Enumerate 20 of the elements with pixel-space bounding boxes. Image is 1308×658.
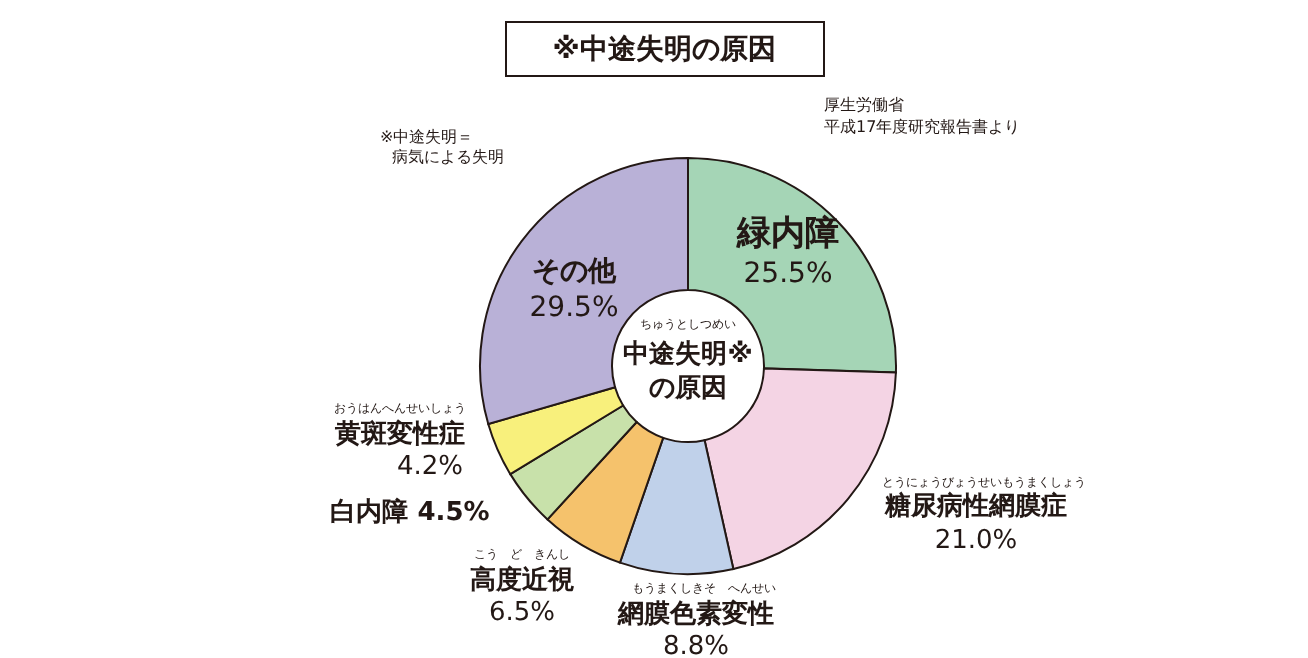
data-label: 29.5% xyxy=(529,292,619,324)
slice-label: 網膜色素変性 xyxy=(616,598,774,630)
text: の原因 xyxy=(649,374,727,404)
text: 中途失明※ xyxy=(623,340,753,370)
data-label: 4.2% xyxy=(396,452,464,482)
data-label: 21.0% xyxy=(934,526,1018,556)
text: 厚生労働省 xyxy=(824,96,904,114)
data-label: 8.8% xyxy=(662,632,730,658)
slice-label: 高度近視 xyxy=(470,564,576,596)
slice-label: 白内障 4.5% xyxy=(330,496,490,528)
slice-label: 緑内障 xyxy=(735,214,839,254)
text: 病気による失明 xyxy=(392,148,504,166)
slice-label: 糖尿病性網膜症 xyxy=(883,490,1067,522)
slice-label: 黄斑変性症 xyxy=(333,418,465,450)
slice-label: その他 xyxy=(532,256,618,288)
text: ※中途失明＝ xyxy=(380,128,474,146)
data-label: 25.5% xyxy=(743,258,833,290)
chart-title: ※中途失明の原因 xyxy=(552,34,776,66)
text: 平成17年度研究報告書より xyxy=(824,118,1021,136)
data-label: 6.5% xyxy=(488,598,556,628)
